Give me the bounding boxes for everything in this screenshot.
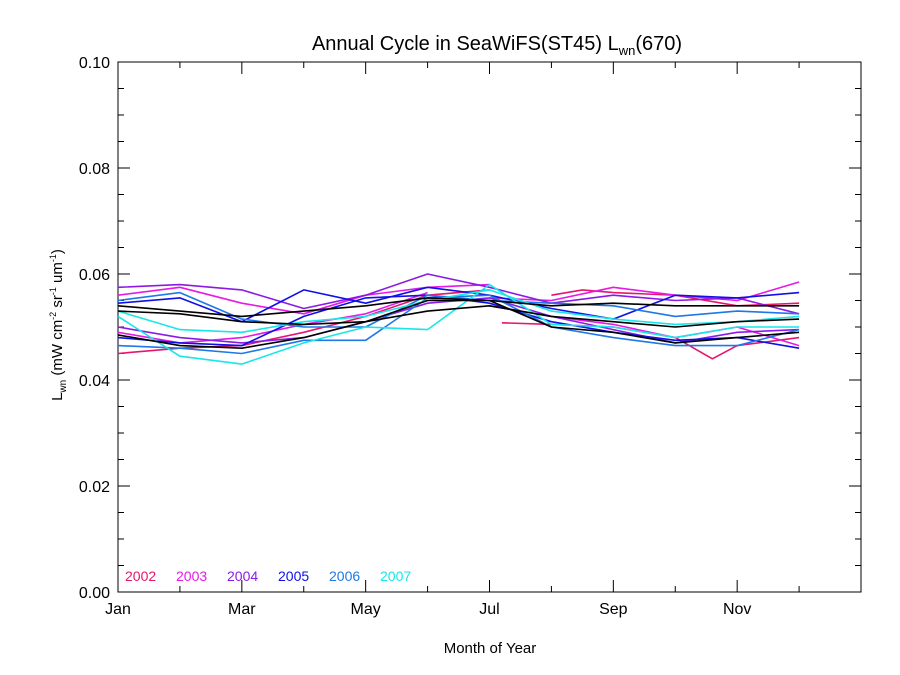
y-axis-label: Lwn (mW cm-2 sr-1 um-1) [48,249,69,401]
y-label-sup-1: -2 [48,312,58,320]
chart-title-tail: (670) [635,33,682,55]
x-tick-label: May [351,601,381,618]
legend-item: 2005 [278,568,309,584]
y-label-unit-4: ) [49,249,66,254]
chart-title-main: Annual Cycle in SeaWiFS(ST45) L [312,33,619,55]
y-label-unit-1: (mW cm [49,320,66,380]
chart-title: Annual Cycle in SeaWiFS(ST45) Lwn(670) [312,33,682,58]
series-line [117,304,800,328]
plot-area: 0.00 0.02 0.04 0.06 0.08 0.10 Jan Mar May Jul Sep N… [79,55,862,618]
x-tick-label: Sep [599,601,628,618]
y-label-sub: wn [58,380,69,394]
y-label-unit-2: sr [49,295,66,312]
series-line [117,289,800,334]
legend-item: 2004 [227,568,258,584]
series-line [117,283,800,365]
y-tick-label: 0.08 [79,161,110,178]
chart-title-sub: wn [618,43,636,58]
series-line [117,297,800,344]
y-label-sup-2: -1 [48,287,58,295]
legend-item: 2002 [125,568,156,584]
y-tick-label: 0.04 [79,373,110,390]
series-line [117,294,800,355]
y-tick-label: 0.00 [79,585,110,602]
y-tick-label: 0.10 [79,55,110,72]
legend-item: 2007 [380,568,411,584]
y-tick-label: 0.06 [79,267,110,284]
x-tick-label: Nov [723,601,751,618]
y-label-sup-3: -1 [48,254,58,262]
series-line [117,273,800,315]
y-tick-label: 0.02 [79,479,110,496]
series-line [117,297,800,318]
x-tick-label: Jul [479,601,499,618]
series-line [117,286,800,323]
y-label-unit-3: um [49,262,66,287]
x-tick-label: Jan [105,601,131,618]
series-line [117,291,800,328]
x-tick-label: Mar [228,601,256,618]
y-label-main: L [49,393,66,401]
legend-item: 2006 [329,568,360,584]
x-axis-label: Month of Year [444,640,537,657]
series-line [117,299,800,350]
legend-item: 2003 [176,568,207,584]
